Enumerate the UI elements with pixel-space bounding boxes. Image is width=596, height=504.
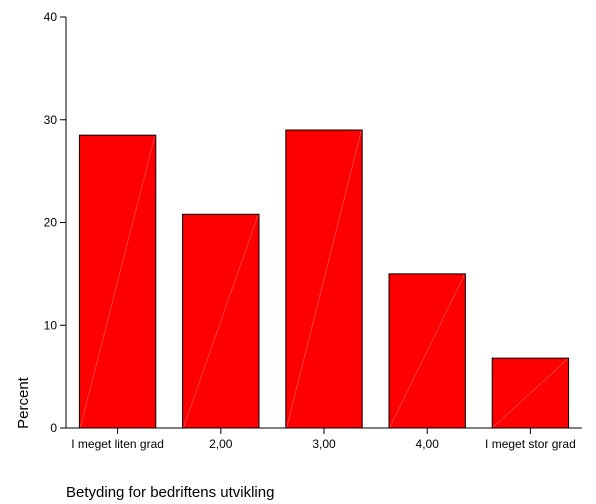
y-ticks: 0 10 20 30 40 bbox=[44, 10, 66, 435]
x-axis-label: Betyding for bedriftens utvikling bbox=[66, 484, 274, 502]
y-axis-label: Percent bbox=[15, 373, 33, 433]
x-tick-label: 4,00 bbox=[416, 437, 440, 451]
x-tick-label: 2,00 bbox=[209, 437, 233, 451]
x-tick-label: I meget liten grad bbox=[71, 437, 164, 451]
y-tick-label: 40 bbox=[44, 10, 58, 24]
y-tick-label: 30 bbox=[44, 113, 58, 127]
y-tick-label: 20 bbox=[44, 216, 58, 230]
x-tick-label: 3,00 bbox=[312, 437, 336, 451]
bars bbox=[79, 130, 568, 428]
y-tick-label: 10 bbox=[44, 318, 58, 332]
x-ticks: I meget liten grad 2,00 3,00 4,00 I meget st… bbox=[71, 428, 576, 451]
x-tick-label: I meget stor grad bbox=[485, 437, 576, 451]
y-tick-label: 0 bbox=[50, 421, 57, 435]
